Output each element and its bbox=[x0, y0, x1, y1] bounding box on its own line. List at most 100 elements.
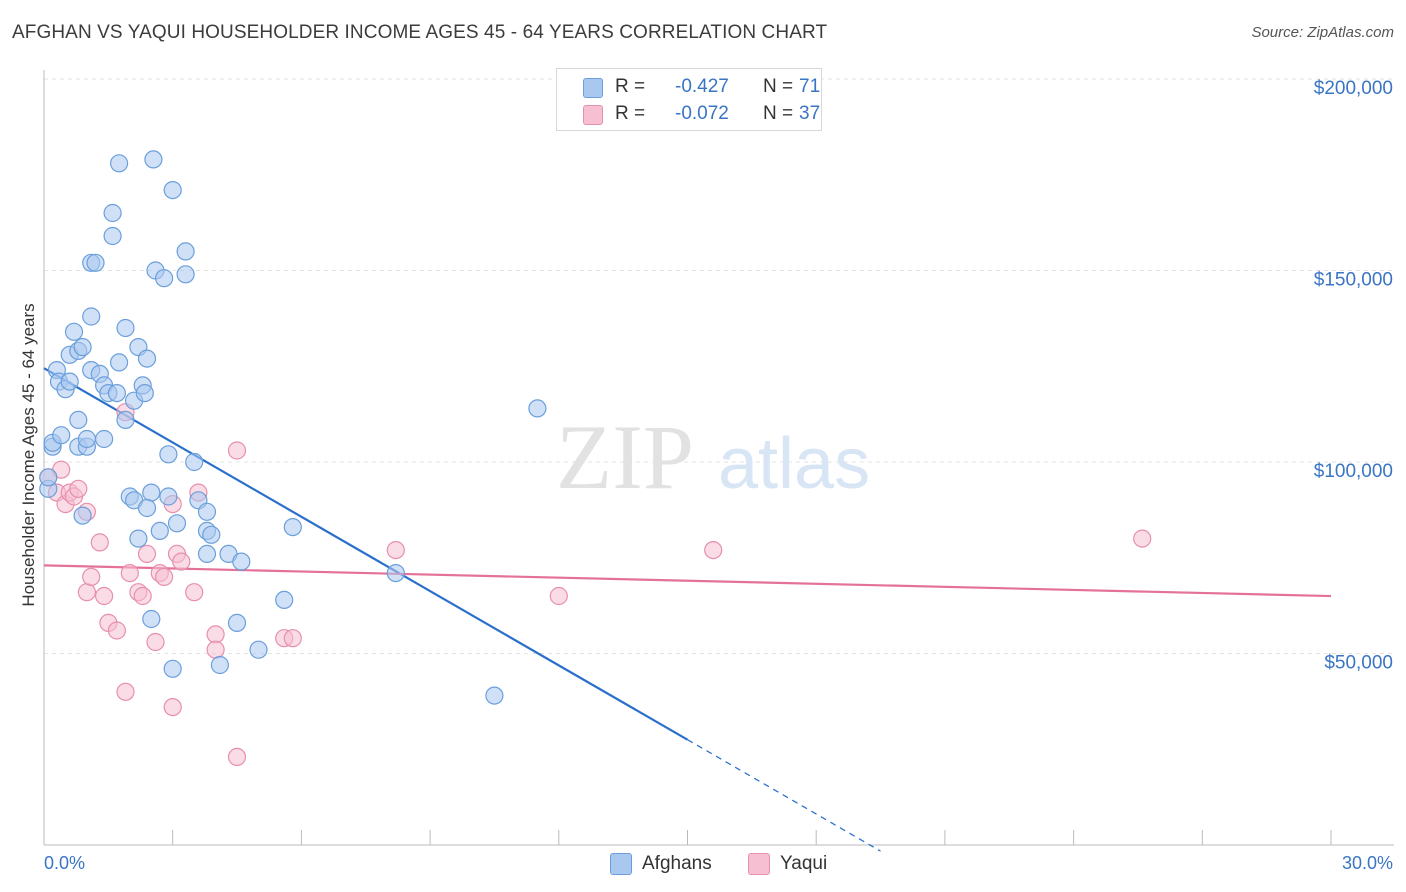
yaqui-point bbox=[227, 747, 247, 767]
afghan-point bbox=[52, 426, 71, 445]
afghan-point bbox=[210, 655, 229, 675]
yaqui-point bbox=[137, 544, 157, 564]
afghan-point bbox=[73, 506, 92, 525]
legend-r-label: R = bbox=[615, 103, 646, 124]
yaqui-point bbox=[163, 697, 182, 717]
afghan-point bbox=[167, 514, 187, 533]
afghan-point bbox=[69, 410, 88, 429]
afghan-point bbox=[94, 429, 114, 449]
yaqui-point bbox=[172, 552, 191, 571]
afghan-trend-line bbox=[43, 367, 689, 741]
afghan-point bbox=[197, 544, 217, 564]
afghan-point bbox=[39, 468, 58, 487]
afghan-point bbox=[109, 353, 129, 372]
yaqui-point bbox=[133, 586, 152, 606]
afghan-point bbox=[129, 529, 148, 548]
legend-r-label: R = bbox=[615, 76, 646, 97]
afghan-point bbox=[176, 242, 195, 261]
yaqui-swatch bbox=[583, 105, 603, 125]
afghan-point bbox=[144, 150, 163, 169]
afghan-point bbox=[64, 322, 84, 341]
yaqui-point bbox=[283, 629, 302, 648]
y-axis-title: Householder Income Ages 45 - 64 years bbox=[19, 303, 38, 606]
yaqui-point bbox=[69, 479, 88, 498]
afghan-point bbox=[116, 318, 135, 338]
afghan-point bbox=[107, 384, 127, 403]
afghan-point bbox=[197, 502, 217, 521]
afghan-point bbox=[137, 349, 157, 368]
yaqui-point bbox=[386, 540, 405, 560]
y-tick-label: $200,000 bbox=[1314, 78, 1393, 99]
afghan-point bbox=[232, 552, 251, 571]
afghan-trend-extension bbox=[687, 739, 881, 852]
afghan-point bbox=[249, 640, 268, 659]
y-tick-labels: $50,000 $100,000 $150,000 $200,000 bbox=[1314, 78, 1393, 674]
source-label: Source: ZipAtlas.com bbox=[1251, 24, 1394, 41]
afghan-point bbox=[202, 525, 221, 544]
stats-legend: R = -0.427 N = 71 R = -0.072 N = 37 bbox=[556, 68, 822, 131]
yaqui-point bbox=[227, 441, 247, 460]
yaqui-point bbox=[82, 567, 101, 587]
afghan-point bbox=[485, 686, 504, 705]
yaqui-point bbox=[206, 640, 225, 659]
yaqui-point bbox=[206, 625, 225, 644]
afghan-point bbox=[283, 517, 302, 537]
afghan-point bbox=[142, 609, 161, 629]
y-tick-label: $150,000 bbox=[1314, 270, 1393, 291]
legend-label-yaqui: Yaqui bbox=[780, 853, 828, 874]
y-tick-label: $50,000 bbox=[1324, 653, 1393, 674]
legend-n-label: N = bbox=[763, 103, 794, 124]
axes bbox=[43, 70, 1394, 846]
yaqui-trend-line bbox=[43, 564, 1332, 598]
afghan-point bbox=[86, 253, 105, 272]
y-axis-label: Householder Income Ages 45 - 64 years bbox=[19, 303, 38, 606]
afghan-point bbox=[155, 269, 174, 288]
afghan-point bbox=[159, 445, 178, 464]
trend-lines bbox=[43, 367, 1332, 852]
afghan-point bbox=[109, 154, 129, 173]
yaqui-point bbox=[94, 586, 114, 606]
afghan-point bbox=[142, 483, 161, 502]
chart-title: AFGHAN VS YAQUI HOUSEHOLDER INCOME AGES … bbox=[12, 22, 828, 43]
yaqui-point bbox=[146, 632, 165, 652]
watermark-zip: ZIP bbox=[556, 406, 694, 508]
afghan-point bbox=[73, 338, 92, 357]
legend-label-afghans: Afghans bbox=[642, 853, 712, 874]
afghan-point bbox=[176, 265, 195, 284]
yaqui-swatch bbox=[748, 853, 770, 875]
legend-r-value: -0.427 bbox=[675, 76, 729, 97]
afghan-points bbox=[39, 150, 547, 705]
legend-n-value: 37 bbox=[799, 103, 821, 124]
afghan-point bbox=[116, 410, 135, 429]
yaqui-point bbox=[704, 540, 723, 560]
afghan-point bbox=[82, 307, 101, 326]
afghan-point bbox=[386, 563, 405, 583]
yaqui-point bbox=[77, 583, 97, 602]
afghan-swatch bbox=[583, 78, 603, 98]
afghan-point bbox=[60, 372, 79, 391]
x-tick-labels: 0.0% 30.0% bbox=[44, 853, 1393, 873]
legend-n-value: 71 bbox=[799, 76, 821, 97]
yaqui-point bbox=[107, 621, 127, 640]
legend-n-label: N = bbox=[763, 76, 794, 97]
afghan-point bbox=[227, 613, 247, 633]
x-tick-label-start: 0.0% bbox=[44, 853, 85, 873]
yaqui-point bbox=[116, 682, 135, 701]
watermark-atlas: atlas bbox=[718, 424, 870, 504]
yaqui-point bbox=[155, 567, 174, 587]
yaqui-point bbox=[185, 583, 204, 602]
watermark: ZIP atlas bbox=[556, 406, 870, 508]
afghan-swatch bbox=[610, 853, 632, 875]
afghan-point bbox=[185, 452, 204, 472]
x-tick-label-end: 30.0% bbox=[1342, 853, 1393, 873]
afghan-point bbox=[163, 181, 182, 200]
yaqui-point bbox=[120, 563, 139, 583]
afghan-point bbox=[103, 203, 122, 223]
legend-r-value: -0.072 bbox=[675, 103, 729, 124]
afghan-point bbox=[159, 487, 178, 506]
afghan-point bbox=[77, 429, 97, 449]
afghan-point bbox=[135, 384, 154, 403]
y-tick-label: $100,000 bbox=[1314, 461, 1393, 482]
yaqui-point bbox=[90, 533, 109, 552]
